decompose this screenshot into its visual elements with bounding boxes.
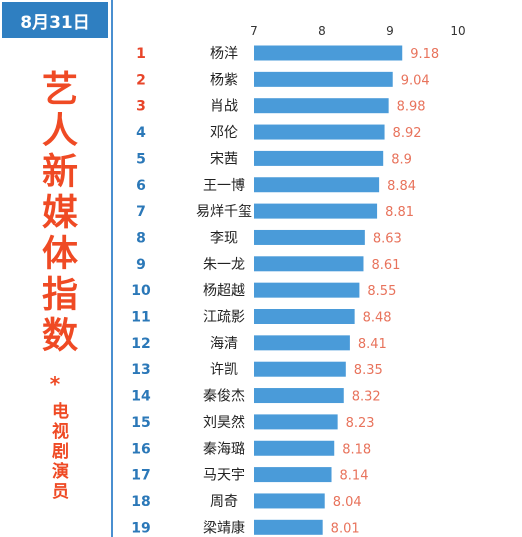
bar [254, 519, 323, 535]
rank-label: 6 [136, 178, 146, 194]
bar [254, 229, 365, 245]
panel-divider [111, 0, 113, 537]
chart-title: 艺人新媒体指数 [36, 70, 77, 357]
bar [254, 309, 355, 324]
bar [254, 150, 384, 166]
category-label: 秦俊杰 [203, 389, 245, 405]
data-label: 8.92 [393, 126, 422, 141]
rank-label: 7 [136, 204, 146, 220]
data-label: 8.04 [333, 495, 362, 510]
data-label: 8.98 [397, 100, 426, 115]
category-label: 周奇 [210, 493, 238, 510]
rank-label: 12 [131, 336, 150, 352]
category-label: 刘昊然 [203, 414, 245, 431]
category-label: 李现 [210, 230, 238, 246]
x-tick-label: 10 [450, 24, 465, 38]
category-label: 许凯 [210, 362, 238, 378]
category-label: 宋茜 [210, 151, 238, 167]
category-label: 江疏影 [203, 310, 245, 326]
chart-subtitle: 电视剧演员 [48, 402, 68, 502]
data-label: 8.35 [354, 363, 383, 378]
category-label: 邓伦 [210, 125, 238, 141]
rank-label: 9 [136, 257, 146, 273]
data-label: 9.04 [401, 73, 430, 88]
date-badge: 8月31日 [2, 2, 108, 38]
data-label: 8.55 [367, 284, 396, 299]
bar [254, 256, 364, 272]
bar [254, 388, 344, 404]
bar [254, 45, 403, 61]
data-label: 8.01 [331, 521, 360, 536]
rank-label: 16 [131, 441, 150, 457]
x-tick-label: 8 [318, 24, 326, 38]
category-label: 杨超越 [203, 283, 245, 299]
data-label: 8.23 [346, 416, 375, 431]
data-label: 8.14 [340, 469, 369, 484]
bar [254, 282, 360, 298]
x-tick-label: 9 [386, 24, 394, 38]
rank-label: 15 [131, 415, 150, 431]
category-label: 易烊千玺 [196, 204, 252, 220]
bar [254, 361, 346, 377]
rank-label: 17 [131, 468, 150, 484]
rank-label: 4 [136, 125, 146, 141]
bar [254, 493, 325, 509]
data-label: 8.84 [387, 179, 416, 194]
category-label: 海清 [210, 336, 238, 352]
category-label: 秦海璐 [203, 441, 245, 457]
data-label: 8.18 [342, 442, 371, 457]
category-label: 梁靖康 [203, 519, 245, 536]
data-label: 8.32 [352, 390, 381, 405]
rank-label: 1 [136, 46, 146, 62]
rank-label: 14 [131, 389, 151, 405]
rank-label: 18 [131, 494, 150, 510]
bar [254, 98, 389, 114]
data-label: 8.61 [371, 258, 400, 273]
rank-label: 3 [136, 99, 146, 115]
title-star: * [49, 372, 61, 396]
rank-label: 5 [136, 151, 146, 167]
category-label: 杨洋 [210, 46, 238, 62]
data-label: 8.41 [358, 337, 387, 352]
data-label: 8.48 [363, 311, 392, 326]
category-label: 马天宇 [203, 468, 245, 484]
bar [254, 467, 332, 483]
bar [254, 335, 350, 351]
rank-label: 8 [136, 230, 146, 246]
rank-label: 11 [131, 310, 150, 326]
rank-label: 19 [131, 520, 150, 536]
bar [254, 124, 385, 140]
category-label: 肖战 [210, 99, 238, 115]
bar [254, 177, 380, 193]
category-label: 王一博 [203, 177, 245, 194]
data-label: 8.81 [385, 205, 414, 220]
category-label: 朱一龙 [203, 257, 245, 273]
bar [254, 71, 393, 87]
rank-label: 2 [136, 72, 146, 88]
left-panel: 8月31日 艺人新媒体指数 * 电视剧演员 [0, 0, 112, 537]
rank-label: 10 [131, 283, 151, 299]
data-label: 8.9 [391, 152, 412, 167]
bar [254, 440, 335, 456]
x-tick-label: 7 [250, 24, 258, 38]
bar [254, 203, 378, 219]
rank-label: 13 [131, 362, 150, 378]
bar [254, 414, 338, 430]
category-label: 杨紫 [210, 72, 238, 88]
data-label: 9.18 [410, 47, 439, 62]
data-label: 8.63 [373, 231, 402, 246]
